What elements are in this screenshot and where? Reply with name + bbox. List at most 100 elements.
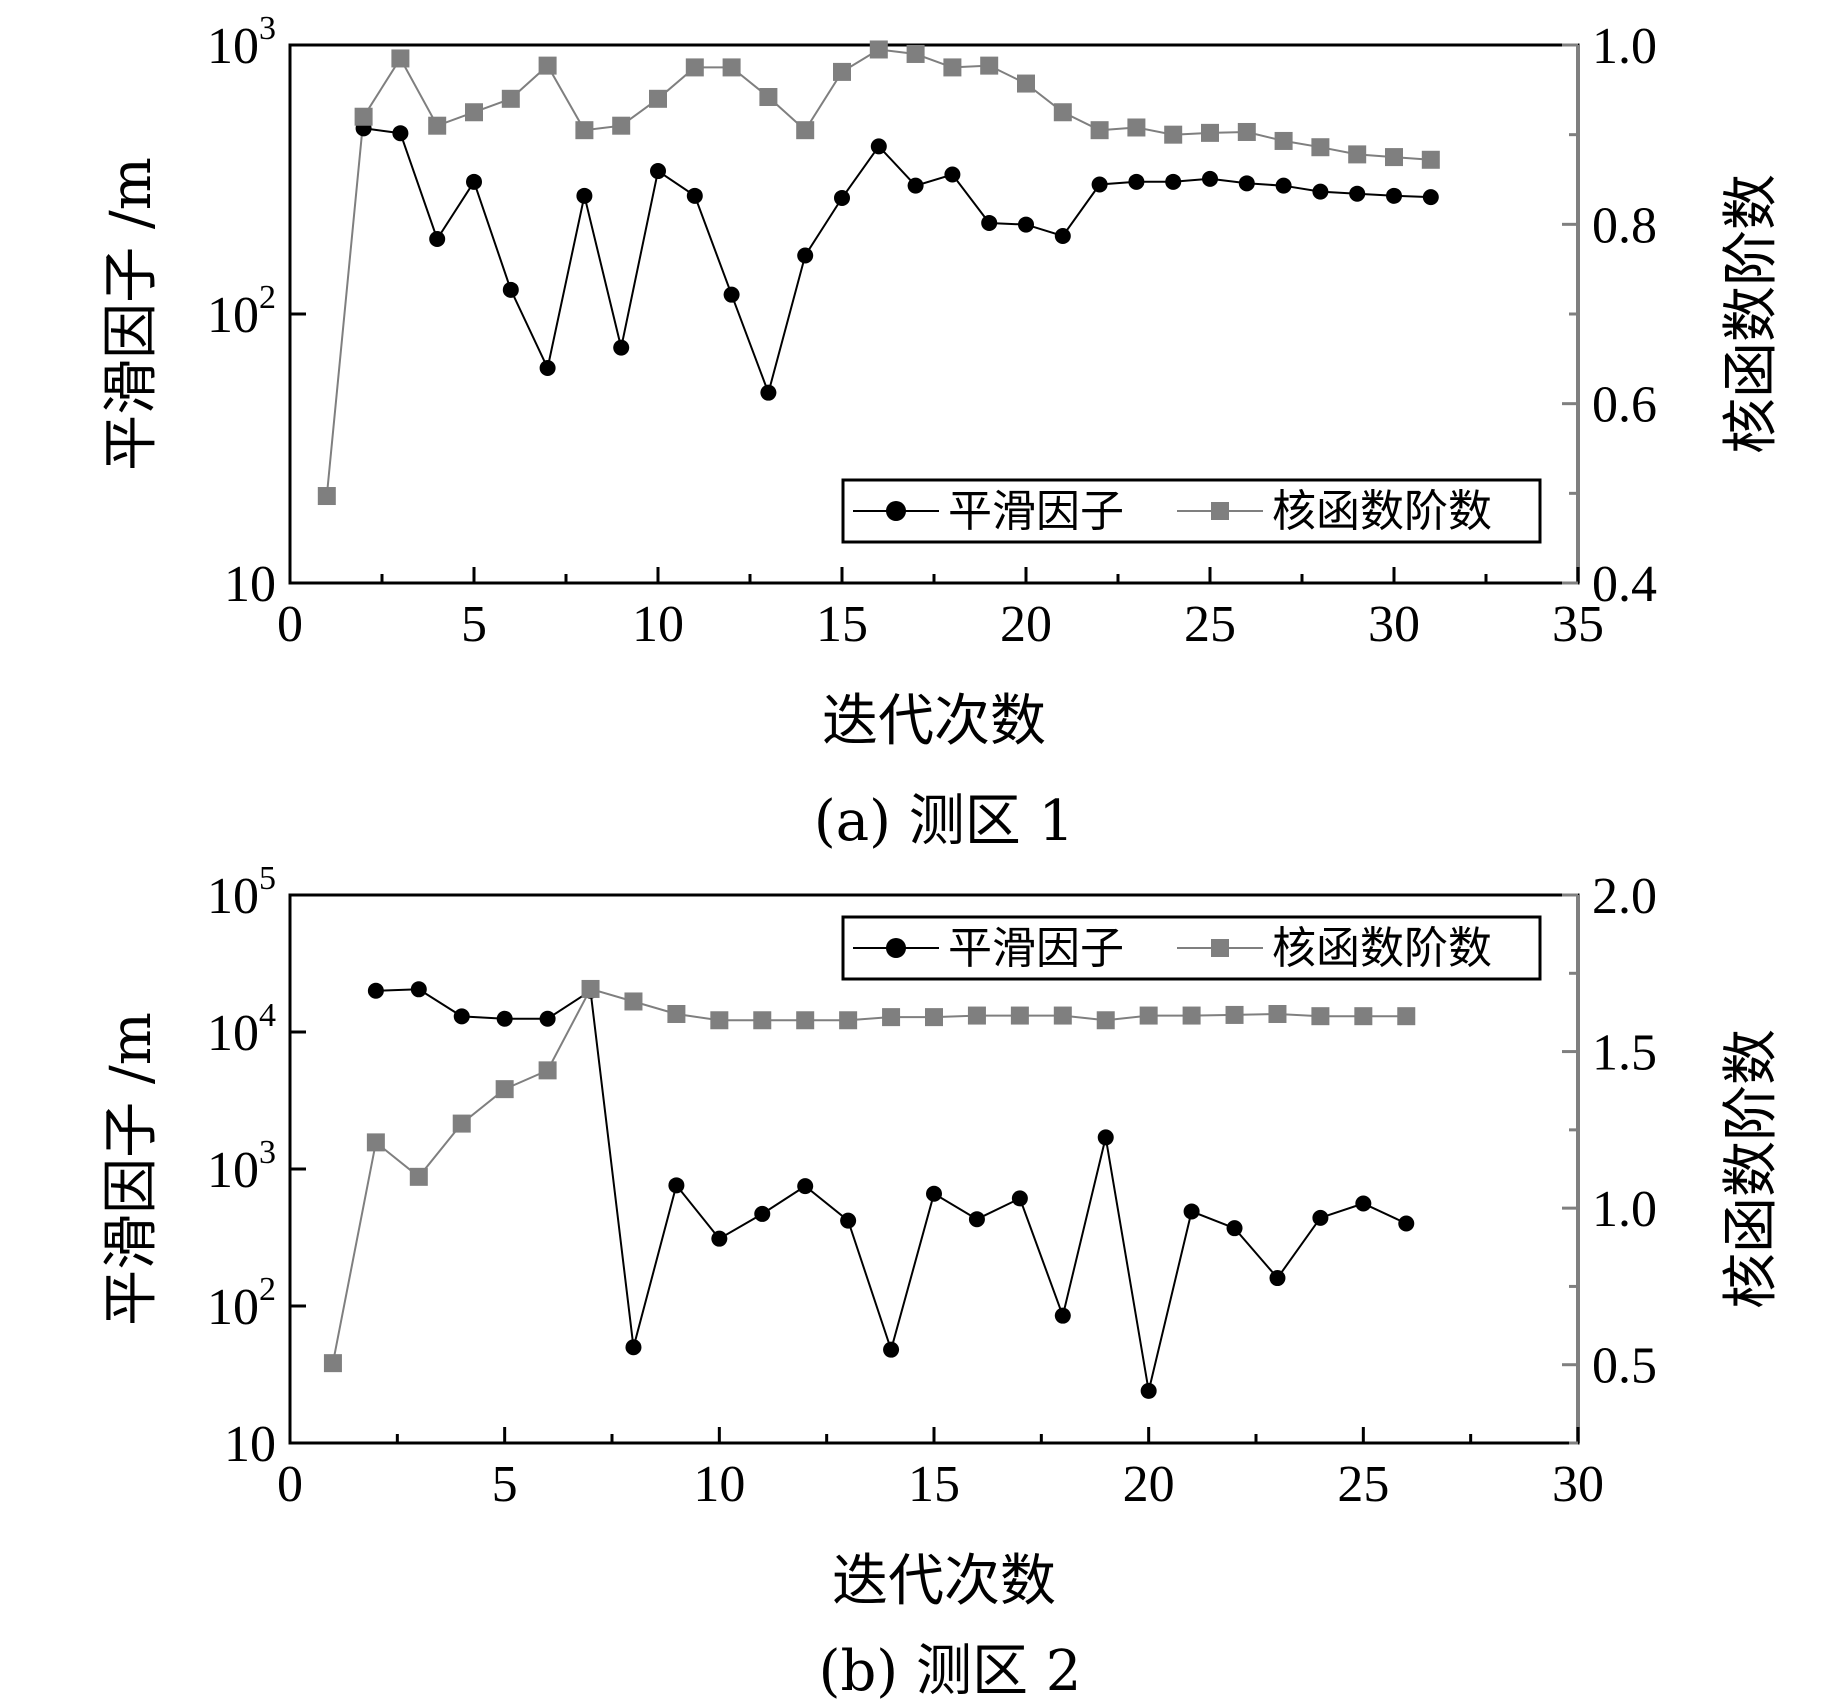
data-point-series-2 [1348, 145, 1367, 164]
data-point-series-1 [410, 981, 427, 998]
data-point-series-2 [501, 89, 520, 108]
data-point-series-1 [968, 1211, 985, 1228]
legend-label-series-1: 平滑因子 [948, 923, 1124, 974]
data-point-series-1 [496, 1010, 513, 1027]
legend: 平滑因子 核函数阶数 [841, 915, 1542, 981]
data-point-series-2 [1096, 1011, 1115, 1030]
data-point-series-2 [1090, 121, 1109, 140]
data-point-series-1 [840, 1212, 857, 1229]
x-tick-label: 15 [908, 1456, 960, 1513]
x-ticks: 0 5 10 15 20 25 30 35 [277, 567, 1604, 653]
legend-marker-series-2 [1211, 939, 1229, 957]
x-tick-label: 15 [816, 596, 868, 653]
data-point-series-2 [839, 1011, 858, 1030]
data-point-series-2 [943, 58, 962, 77]
data-point-series-2 [538, 56, 557, 75]
y-ticks-right: 0.5 1.0 1.5 2.0 [1562, 868, 1657, 1445]
data-point-series-2 [1421, 150, 1440, 169]
series-markers [323, 979, 1416, 1399]
data-point-series-2 [612, 116, 631, 135]
data-point-series-1 [539, 1010, 556, 1027]
y-ticks-left: 10 102 103 [207, 10, 306, 613]
data-point-series-2 [906, 44, 925, 63]
data-point-series-2 [1397, 1007, 1416, 1026]
data-point-series-1 [1226, 1220, 1243, 1237]
x-axis-title: 迭代次数 [832, 1549, 1056, 1614]
chart-panel-a: 0 5 10 15 20 25 30 35 10 102 103 0.4 0.6 0.8 1.0 迭代次… [99, 10, 1784, 854]
data-point-series-1 [1165, 173, 1182, 190]
data-point-series-1 [1312, 1209, 1329, 1226]
data-point-series-2 [452, 1114, 471, 1133]
y-axis-title-left: 平滑因子 /m [99, 1012, 164, 1326]
y-tick-label: 10 [224, 556, 276, 613]
x-tick-label: 20 [1000, 596, 1052, 653]
data-point-series-2 [796, 1011, 815, 1030]
data-point-series-2 [1139, 1006, 1158, 1025]
y-ticks-left: 10 102 103 104 105 [207, 860, 306, 1473]
data-point-series-1 [944, 166, 961, 183]
data-point-series-1 [907, 177, 924, 194]
data-point-series-1 [797, 1178, 814, 1195]
y-tick-label: 104 [207, 997, 276, 1062]
data-point-series-2 [722, 58, 741, 77]
data-point-series-2 [1053, 103, 1072, 122]
y-right-tick-label: 1.0 [1592, 1181, 1657, 1238]
data-point-series-1 [466, 173, 482, 190]
x-tick-label: 25 [1337, 1456, 1389, 1513]
x-tick-label: 35 [1552, 596, 1604, 653]
data-point-series-1 [754, 1205, 771, 1222]
data-point-series-1 [1386, 187, 1402, 204]
data-point-series-1 [686, 187, 703, 204]
x-tick-label: 30 [1552, 1456, 1604, 1513]
data-point-series-1 [1097, 1129, 1114, 1146]
data-point-series-1 [883, 1341, 900, 1358]
data-point-series-1 [650, 163, 666, 180]
data-point-series-1 [1422, 189, 1439, 206]
data-point-series-1 [1054, 227, 1071, 244]
data-point-series-1 [711, 1230, 728, 1247]
x-tick-label: 0 [277, 1456, 303, 1513]
y-right-tick-label: 0.8 [1592, 197, 1657, 254]
legend-label-series-1: 平滑因子 [948, 486, 1124, 537]
data-point-series-1 [1269, 1270, 1286, 1287]
data-point-series-1 [613, 339, 630, 356]
x-axis-title: 迭代次数 [822, 689, 1046, 754]
data-point-series-1 [1183, 1203, 1200, 1220]
data-point-series-2 [575, 121, 594, 140]
data-point-series-2 [1010, 1006, 1029, 1025]
panel-caption-b: (b) 测区 2 [819, 1639, 1082, 1701]
data-point-series-2 [710, 1011, 729, 1030]
x-tick-label: 5 [461, 596, 487, 653]
x-ticks: 0 5 10 15 20 25 30 [277, 1427, 1604, 1513]
data-point-series-1 [1054, 1307, 1071, 1324]
legend-box [841, 478, 1542, 544]
y-axis-title-right: 核函数阶数 [1719, 174, 1784, 454]
data-point-series-2 [1225, 1005, 1244, 1024]
x-tick-label: 20 [1123, 1456, 1175, 1513]
x-tick-label: 25 [1184, 596, 1236, 653]
x-tick-label: 5 [492, 1456, 518, 1513]
data-point-series-2 [925, 1008, 943, 1027]
data-point-series-1 [668, 1177, 685, 1194]
data-point-series-1 [723, 286, 740, 303]
data-point-series-2 [1182, 1006, 1201, 1025]
x-tick-label: 10 [693, 1456, 745, 1513]
legend-marker-series-2 [1211, 502, 1229, 520]
y-tick-label: 102 [207, 279, 276, 344]
series-lines [331, 987, 1407, 1392]
y-axis-title-left: 平滑因子 /m [99, 157, 164, 471]
y-tick-label: 105 [207, 860, 276, 925]
data-point-series-1 [760, 384, 777, 401]
data-point-series-2 [1274, 131, 1293, 150]
y-right-tick-label: 0.5 [1592, 1338, 1657, 1395]
data-point-series-2 [1311, 1007, 1330, 1026]
data-point-series-1 [834, 189, 850, 206]
data-point-series-1 [576, 187, 593, 204]
data-point-series-1 [392, 125, 409, 142]
data-point-series-1 [1011, 1190, 1028, 1207]
series-markers [317, 40, 1440, 506]
y-tick-label: 103 [207, 1134, 276, 1199]
data-point-series-1 [926, 1185, 942, 1202]
y-right-tick-label: 2.0 [1592, 868, 1657, 925]
